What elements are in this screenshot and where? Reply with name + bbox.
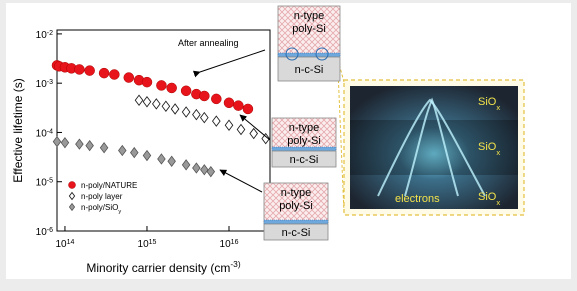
- y-tick-label: 10-2: [36, 29, 53, 41]
- y-tick-label: 10-3: [36, 79, 53, 91]
- arrow: [192, 49, 266, 78]
- layer-label: SiOx: [478, 141, 500, 157]
- electrons-label: electrons: [395, 193, 440, 205]
- data-point: [170, 103, 180, 115]
- data-point: [199, 90, 210, 102]
- arrow: [219, 169, 263, 193]
- data-point: [200, 111, 209, 124]
- data-point: [166, 82, 177, 94]
- y-axis-label: Effective lifetime (s): [11, 78, 25, 182]
- data-point: [211, 93, 222, 105]
- x-tick-label: 1015: [138, 239, 157, 251]
- data-point: [233, 100, 244, 111]
- legend-label: n-poly layer: [81, 192, 123, 201]
- stack-top-label: n-type: [294, 10, 325, 22]
- data-point: [98, 67, 110, 79]
- stack-top-label: poly-Si: [287, 135, 321, 147]
- data-point: [224, 119, 234, 131]
- legend-symbol: [68, 181, 76, 189]
- illustration-layer: [350, 120, 518, 175]
- data-point: [118, 144, 127, 157]
- data-point: [84, 65, 95, 76]
- data-point: [242, 103, 254, 115]
- pinhole: [285, 47, 299, 61]
- stack-bottom-label: n-c-Si: [295, 64, 324, 76]
- data-point: [192, 162, 201, 174]
- y-tick-label: 10-5: [36, 177, 53, 189]
- electron-path: [404, 97, 459, 197]
- poly-si-layer: [271, 117, 337, 151]
- data-point: [200, 164, 209, 176]
- data-point: [52, 136, 62, 148]
- data-point: [141, 76, 153, 88]
- y-tick-label: 10-4: [36, 128, 53, 140]
- data-point: [192, 108, 201, 121]
- x-tick-label: 1014: [55, 239, 74, 251]
- x-tick-label: 1016: [220, 239, 239, 251]
- illustration: SiOx SiOx SiOx electrons: [337, 59, 525, 216]
- arrow: [239, 114, 271, 141]
- stack-top-label: poly-Si: [279, 200, 313, 212]
- c-si-layer: [263, 223, 329, 241]
- oxide-layer: [277, 52, 341, 58]
- oxide-layer: [271, 146, 337, 152]
- stack-top-label: n-type: [281, 187, 312, 199]
- data-point: [211, 115, 221, 127]
- data-point: [109, 69, 120, 80]
- oxide-layer: [263, 219, 329, 225]
- data-point: [85, 139, 94, 152]
- data-point: [134, 94, 144, 107]
- pinhole: [315, 47, 329, 61]
- data-point: [261, 132, 271, 145]
- x-axis-label: Minority carrier density (cm-3): [86, 259, 240, 275]
- layer-label: SiOx: [478, 191, 500, 207]
- data-point: [60, 137, 70, 149]
- stack-top-label: poly-Si: [292, 23, 326, 35]
- data-point: [181, 106, 191, 118]
- data-point: [167, 155, 176, 167]
- data-point: [152, 98, 161, 110]
- legend-symbol: [68, 202, 76, 212]
- data-point: [206, 166, 216, 178]
- plot-frame: [56, 29, 271, 232]
- y-tick-label: 10-6: [36, 227, 53, 239]
- data-point: [75, 138, 84, 150]
- annotation: After annealing: [178, 38, 239, 48]
- legend-symbol: [68, 191, 76, 201]
- electron-path: [377, 98, 486, 197]
- data-point: [180, 85, 192, 97]
- legend-label: n-poly/NATURE: [81, 181, 137, 190]
- data-point: [157, 153, 166, 165]
- data-point: [181, 159, 191, 171]
- data-point: [142, 149, 152, 162]
- legend-label: n-poly/SiOy: [81, 203, 121, 215]
- data-point: [161, 100, 171, 113]
- data-point: [236, 123, 246, 136]
- zoom-line: [337, 69, 345, 214]
- c-si-layer: [271, 150, 337, 168]
- layer-label: SiOx: [478, 96, 500, 112]
- zoom-line: [337, 59, 345, 83]
- data-point: [223, 97, 235, 109]
- data-point: [156, 80, 167, 91]
- data-point: [74, 64, 85, 75]
- stack-bottom-label: n-c-Si: [290, 154, 319, 166]
- data-point: [130, 146, 139, 159]
- c-si-layer: [277, 56, 341, 82]
- stack-top-label: n-type: [289, 122, 320, 134]
- stack-bottom-label: n-c-Si: [282, 227, 311, 239]
- data-point: [123, 72, 135, 83]
- data-point: [99, 142, 109, 154]
- data-point: [249, 127, 259, 140]
- data-point: [142, 95, 152, 108]
